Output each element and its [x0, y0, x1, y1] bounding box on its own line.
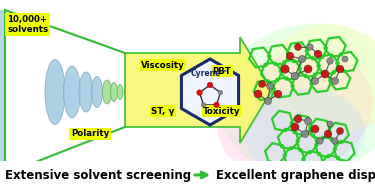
Ellipse shape: [245, 89, 365, 179]
Circle shape: [254, 90, 262, 98]
Text: Excellent graphene dispersion: Excellent graphene dispersion: [216, 169, 375, 181]
Text: PBT: PBT: [213, 67, 231, 75]
Circle shape: [314, 50, 322, 58]
Circle shape: [312, 77, 318, 84]
Circle shape: [291, 72, 299, 80]
Text: Viscosity: Viscosity: [141, 60, 185, 70]
Circle shape: [294, 115, 302, 123]
Circle shape: [291, 123, 299, 131]
Circle shape: [294, 43, 302, 50]
Circle shape: [332, 77, 339, 84]
Circle shape: [336, 65, 344, 73]
Ellipse shape: [63, 66, 81, 118]
Text: Cyrene™: Cyrene™: [191, 70, 229, 78]
Ellipse shape: [117, 84, 123, 99]
Ellipse shape: [111, 83, 117, 101]
Circle shape: [286, 52, 294, 60]
Circle shape: [207, 82, 213, 88]
Bar: [0, 161, 375, 189]
Ellipse shape: [102, 80, 111, 104]
Ellipse shape: [45, 60, 65, 125]
Circle shape: [267, 83, 273, 90]
Circle shape: [304, 65, 312, 73]
Circle shape: [342, 56, 348, 62]
Circle shape: [327, 58, 333, 64]
Text: 10,000+
solvents: 10,000+ solvents: [7, 15, 48, 34]
Circle shape: [264, 98, 272, 105]
Circle shape: [336, 128, 344, 135]
Circle shape: [311, 125, 319, 133]
Circle shape: [298, 56, 306, 63]
Text: Toxicity: Toxicity: [203, 106, 241, 115]
Text: Extensive solvent screening: Extensive solvent screening: [5, 169, 191, 181]
Circle shape: [327, 121, 333, 127]
Circle shape: [201, 103, 206, 107]
Circle shape: [214, 102, 219, 108]
Circle shape: [332, 138, 338, 144]
Circle shape: [304, 118, 312, 125]
Polygon shape: [125, 37, 272, 143]
Ellipse shape: [265, 24, 375, 134]
Circle shape: [321, 70, 329, 78]
Ellipse shape: [218, 23, 375, 175]
Circle shape: [218, 90, 223, 95]
Circle shape: [317, 138, 323, 144]
Circle shape: [307, 44, 313, 50]
Circle shape: [258, 81, 266, 88]
Circle shape: [281, 65, 289, 73]
Ellipse shape: [217, 51, 373, 177]
Ellipse shape: [92, 77, 102, 108]
Polygon shape: [182, 59, 238, 125]
Polygon shape: [0, 10, 5, 174]
Text: ST, γ: ST, γ: [151, 106, 175, 115]
Text: Polarity: Polarity: [71, 129, 109, 139]
Circle shape: [302, 130, 309, 138]
Ellipse shape: [79, 72, 93, 112]
Circle shape: [197, 90, 202, 95]
Circle shape: [324, 130, 332, 138]
Circle shape: [274, 90, 282, 98]
